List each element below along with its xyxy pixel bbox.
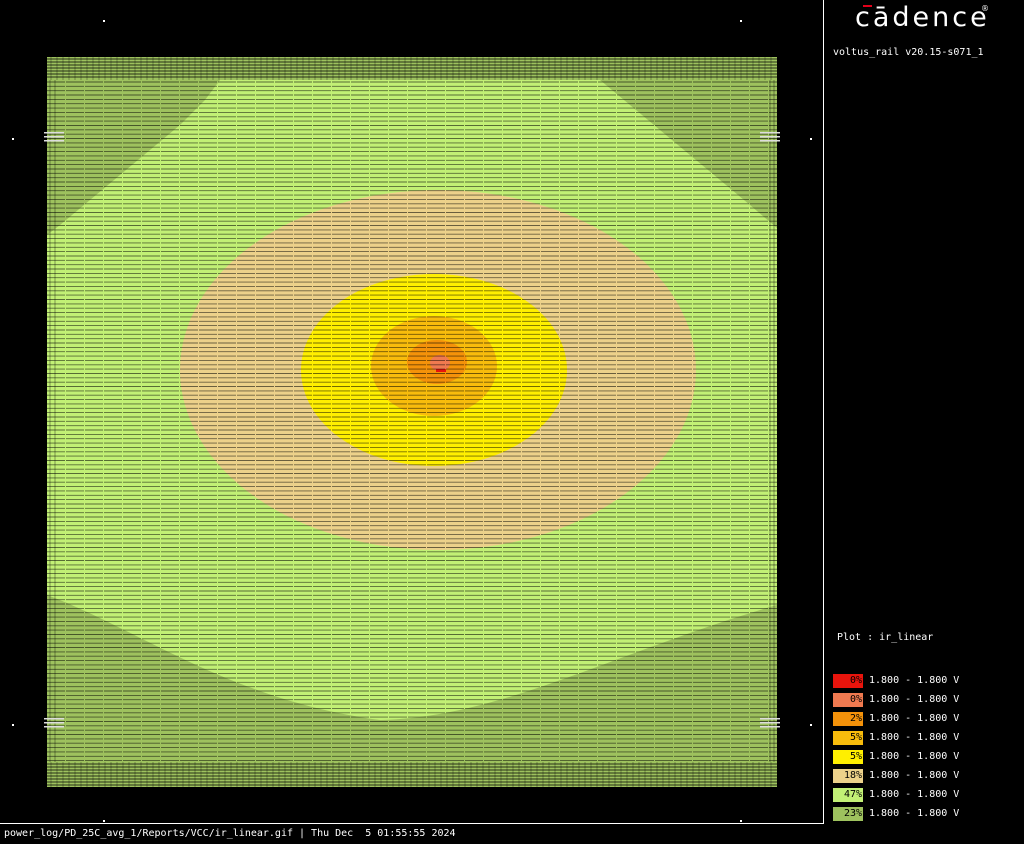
legend-row: 47% 1.800 - 1.800 V [833, 785, 959, 804]
registered-mark: ® [981, 4, 989, 13]
pin-stub [760, 722, 780, 724]
power-rails [47, 57, 777, 787]
side-panel: cādence ® voltus_rail v20.15-s071_1 Plot… [825, 0, 1024, 824]
legend-range: 1.800 - 1.800 V [869, 770, 960, 781]
plot-label: Plot : ir_linear [837, 632, 934, 643]
legend-row: 5% 1.800 - 1.800 V [833, 747, 959, 766]
legend-range: 1.800 - 1.800 V [869, 732, 960, 743]
status-footer: power_log/PD_25C_avg_1/Reports/VCC/ir_li… [4, 828, 456, 839]
legend-swatch: 5% [833, 730, 863, 745]
legend-range: 1.800 - 1.800 V [869, 789, 960, 800]
legend-swatch: 0% [833, 692, 863, 707]
logo-accent [863, 5, 872, 7]
legend-row: 0% 1.800 - 1.800 V [833, 690, 959, 709]
pin-dot [810, 724, 812, 726]
pin-stub [760, 132, 780, 134]
legend-row: 5% 1.800 - 1.800 V [833, 728, 959, 747]
pin-markers [12, 20, 812, 822]
pin-dot [740, 20, 742, 22]
pin-stub [44, 722, 64, 724]
legend-row: 18% 1.800 - 1.800 V [833, 766, 959, 785]
pin-stub [44, 132, 64, 134]
pin-dot [12, 724, 14, 726]
pin-stub [44, 718, 64, 720]
pin-stub [760, 726, 780, 728]
legend: 0% 1.800 - 1.800 V 0% 1.800 - 1.800 V 2% 1.80… [833, 671, 959, 823]
legend-swatch: 18% [833, 768, 863, 783]
pin-stub [760, 136, 780, 138]
legend-swatch: 5% [833, 749, 863, 764]
region-0pct-light [430, 355, 450, 371]
region-corner-top-left [47, 80, 220, 235]
pin-stub [44, 140, 64, 142]
pin-stub [44, 136, 64, 138]
pin-stub [760, 140, 780, 142]
legend-swatch: 23% [833, 806, 863, 821]
legend-range: 1.800 - 1.800 V [869, 751, 960, 762]
hot-spot-0pct [436, 369, 446, 372]
legend-range: 1.800 - 1.800 V [869, 808, 960, 819]
legend-swatch: 2% [833, 711, 863, 726]
legend-row: 23% 1.800 - 1.800 V [833, 804, 959, 823]
pin-dot [740, 820, 742, 822]
legend-swatch: 0% [833, 673, 863, 688]
legend-row: 2% 1.800 - 1.800 V [833, 709, 959, 728]
legend-swatch: 47% [833, 787, 863, 802]
cadence-logo: cādence [855, 2, 990, 33]
pin-stub [44, 726, 64, 728]
pin-dot [103, 20, 105, 22]
pin-dot [12, 138, 14, 140]
ir-drop-plot[interactable] [0, 0, 824, 824]
legend-range: 1.800 - 1.800 V [869, 713, 960, 724]
pin-dot [810, 138, 812, 140]
legend-range: 1.800 - 1.800 V [869, 694, 960, 705]
power-grid-lines [47, 57, 777, 787]
rail-block [47, 762, 777, 787]
tool-version: voltus_rail v20.15-s071_1 [833, 47, 984, 58]
rail-block [47, 57, 777, 80]
legend-row: 0% 1.800 - 1.800 V [833, 671, 959, 690]
pin-stub [760, 718, 780, 720]
ir-map-canvas [12, 20, 812, 822]
pin-dot [103, 820, 105, 822]
legend-range: 1.800 - 1.800 V [869, 675, 960, 686]
